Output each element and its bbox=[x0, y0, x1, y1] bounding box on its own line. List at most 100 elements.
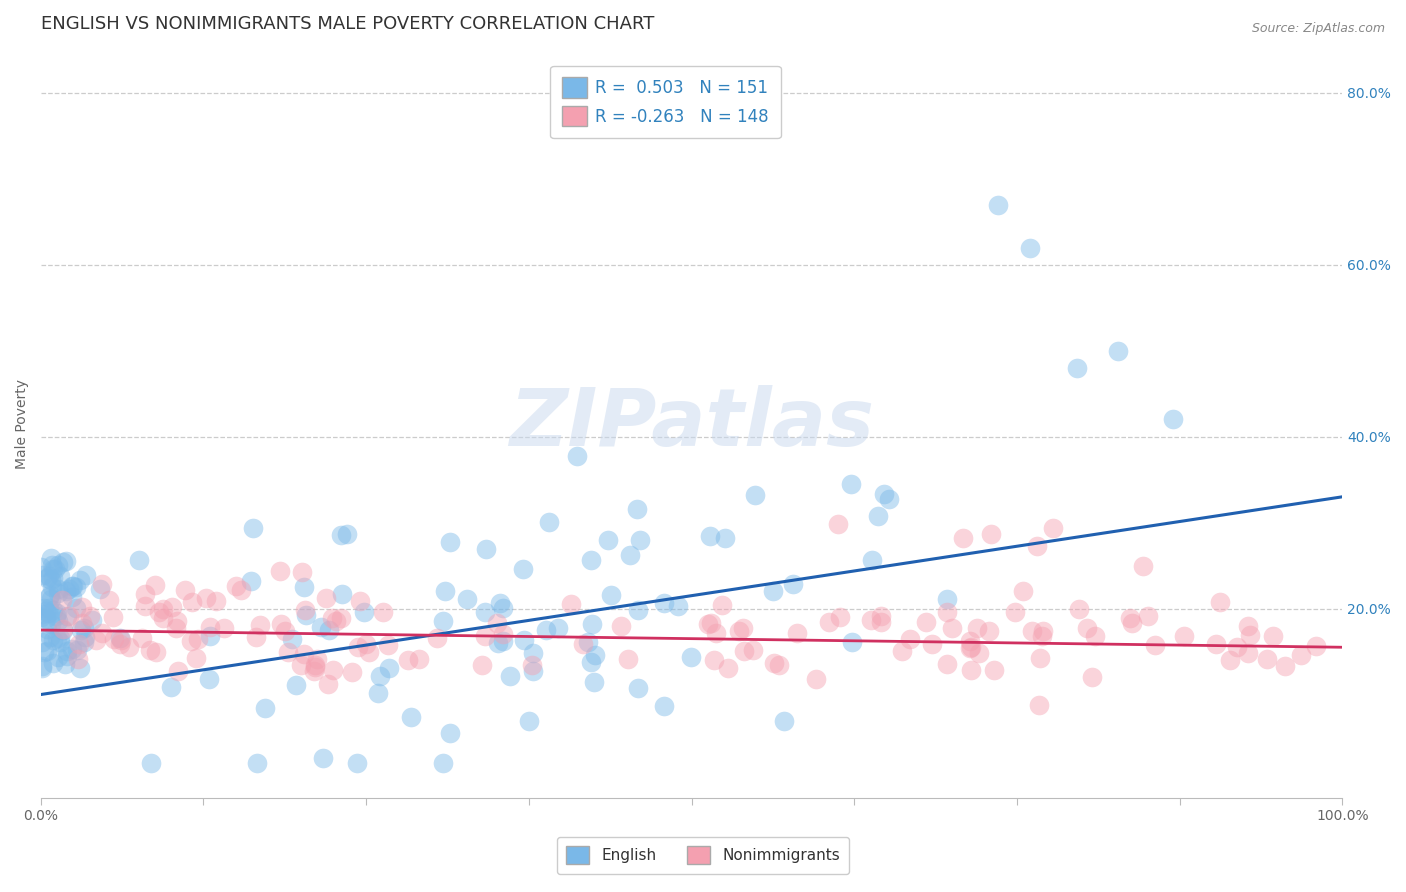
Point bbox=[70, 615, 93, 630]
Point bbox=[1076, 621, 1098, 635]
Point bbox=[148, 606, 170, 620]
Point bbox=[66, 643, 89, 657]
Point bbox=[160, 600, 183, 615]
Point bbox=[304, 658, 326, 673]
Point bbox=[489, 596, 512, 610]
Point bbox=[65, 601, 87, 615]
Point bbox=[305, 651, 328, 665]
Point bbox=[285, 678, 308, 692]
Point bbox=[627, 603, 650, 617]
Point bbox=[198, 620, 221, 634]
Point bbox=[295, 608, 318, 623]
Point bbox=[1261, 629, 1284, 643]
Point bbox=[309, 620, 332, 634]
Point bbox=[717, 661, 740, 675]
Point bbox=[173, 582, 195, 597]
Point bbox=[679, 649, 702, 664]
Point bbox=[46, 631, 69, 645]
Point bbox=[433, 583, 456, 598]
Point bbox=[367, 686, 389, 700]
Point bbox=[60, 641, 83, 656]
Point bbox=[35, 611, 58, 625]
Point bbox=[936, 657, 959, 671]
Point bbox=[471, 658, 494, 673]
Point bbox=[330, 528, 353, 542]
Point bbox=[67, 637, 90, 651]
Point bbox=[475, 541, 498, 556]
Point bbox=[915, 615, 938, 629]
Point bbox=[290, 657, 312, 672]
Point bbox=[353, 606, 375, 620]
Point bbox=[703, 653, 725, 667]
Point bbox=[1161, 412, 1184, 426]
Point bbox=[868, 508, 890, 523]
Point bbox=[42, 633, 65, 648]
Point bbox=[52, 555, 75, 569]
Point bbox=[581, 616, 603, 631]
Point bbox=[41, 573, 63, 587]
Point bbox=[58, 582, 80, 596]
Point bbox=[492, 627, 515, 641]
Point bbox=[728, 624, 751, 639]
Point bbox=[291, 565, 314, 579]
Point bbox=[581, 552, 603, 566]
Point bbox=[628, 533, 651, 547]
Point bbox=[1239, 627, 1261, 641]
Point bbox=[38, 568, 60, 582]
Point bbox=[890, 644, 912, 658]
Point bbox=[65, 580, 87, 594]
Point bbox=[697, 617, 720, 632]
Point bbox=[1121, 616, 1143, 631]
Point bbox=[91, 626, 114, 640]
Point bbox=[1305, 639, 1327, 653]
Point bbox=[860, 552, 883, 566]
Point bbox=[49, 635, 72, 649]
Point bbox=[212, 621, 235, 635]
Point bbox=[160, 681, 183, 695]
Point bbox=[312, 751, 335, 765]
Point bbox=[330, 587, 353, 601]
Point bbox=[187, 632, 209, 646]
Point bbox=[42, 656, 65, 670]
Point bbox=[70, 600, 93, 615]
Point bbox=[108, 631, 131, 645]
Point bbox=[408, 651, 430, 665]
Point bbox=[165, 621, 187, 635]
Point bbox=[485, 616, 508, 631]
Point bbox=[30, 559, 52, 574]
Point bbox=[744, 488, 766, 502]
Point bbox=[39, 551, 62, 566]
Point bbox=[66, 652, 89, 666]
Point bbox=[499, 669, 522, 683]
Point bbox=[31, 635, 53, 649]
Point bbox=[1118, 611, 1140, 625]
Point bbox=[547, 621, 569, 635]
Point bbox=[73, 634, 96, 648]
Point bbox=[44, 562, 66, 576]
Point bbox=[32, 567, 55, 582]
Point bbox=[180, 633, 202, 648]
Point bbox=[1032, 624, 1054, 639]
Point bbox=[270, 617, 292, 632]
Point bbox=[877, 491, 900, 506]
Point bbox=[439, 725, 461, 739]
Point bbox=[983, 663, 1005, 677]
Point bbox=[35, 622, 58, 636]
Point bbox=[1107, 343, 1129, 358]
Point bbox=[53, 657, 76, 672]
Point bbox=[456, 592, 478, 607]
Point bbox=[371, 605, 394, 619]
Point bbox=[1144, 638, 1167, 652]
Point bbox=[55, 583, 77, 598]
Point bbox=[249, 618, 271, 632]
Text: ZIPatlas: ZIPatlas bbox=[509, 384, 875, 463]
Point bbox=[42, 572, 65, 586]
Point bbox=[610, 619, 633, 633]
Point bbox=[1289, 648, 1312, 662]
Point bbox=[870, 609, 893, 624]
Point bbox=[62, 579, 84, 593]
Point bbox=[1205, 636, 1227, 650]
Point bbox=[69, 573, 91, 587]
Point bbox=[45, 606, 67, 620]
Point bbox=[108, 637, 131, 651]
